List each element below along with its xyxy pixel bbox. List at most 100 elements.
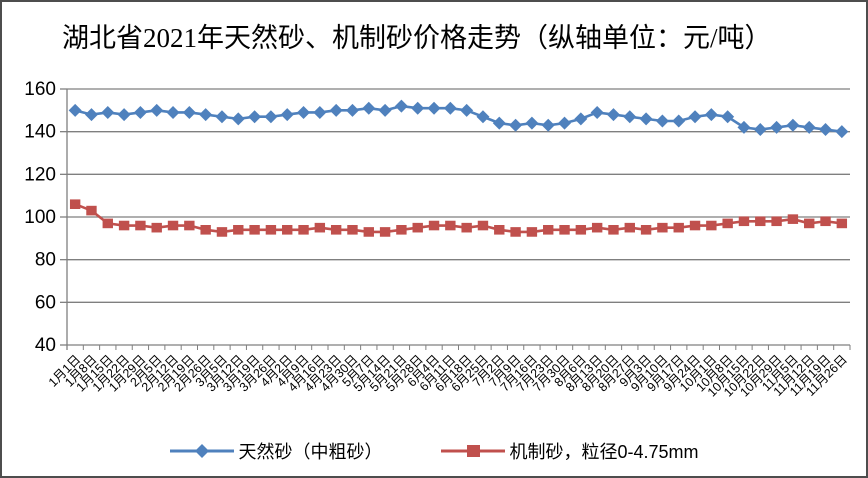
square-marker bbox=[428, 220, 440, 231]
diamond-marker bbox=[297, 105, 311, 119]
y-tick-label: 120 bbox=[24, 164, 56, 185]
square-marker bbox=[510, 227, 521, 237]
square-marker bbox=[722, 218, 733, 229]
legend-item-natural-sand: 天然砂（中粗砂） bbox=[169, 438, 382, 464]
diamond-marker bbox=[182, 105, 196, 119]
diamond-marker bbox=[753, 123, 767, 137]
square-marker bbox=[135, 220, 146, 231]
y-tick-label: 160 bbox=[24, 79, 56, 100]
diamond-marker bbox=[672, 114, 686, 128]
square-marker bbox=[151, 222, 162, 233]
diamond-marker bbox=[721, 110, 735, 124]
y-tick-label: 140 bbox=[24, 122, 56, 143]
diamond-marker bbox=[133, 105, 147, 119]
y-tick-label: 40 bbox=[35, 335, 56, 356]
square-marker bbox=[216, 227, 228, 237]
diamond-marker bbox=[411, 101, 425, 115]
diamond-marker bbox=[606, 108, 620, 122]
diamond-marker-icon bbox=[170, 444, 235, 458]
square-marker bbox=[282, 225, 293, 235]
square-marker bbox=[363, 227, 374, 237]
square-marker bbox=[771, 216, 782, 227]
square-marker bbox=[118, 220, 130, 231]
diamond-marker bbox=[525, 116, 539, 130]
square-marker bbox=[608, 225, 619, 235]
diamond-marker bbox=[378, 103, 392, 117]
diamond-marker bbox=[150, 103, 164, 117]
square-marker bbox=[689, 220, 701, 231]
diamond-marker bbox=[280, 108, 294, 122]
square-marker bbox=[233, 225, 244, 235]
square-marker bbox=[69, 199, 81, 209]
diamond-marker bbox=[835, 125, 849, 139]
square-marker bbox=[543, 225, 554, 235]
square-marker bbox=[640, 225, 652, 235]
diamond-marker bbox=[492, 116, 506, 130]
diamond-marker bbox=[819, 123, 833, 137]
square-marker bbox=[249, 225, 260, 235]
y-tick-label: 60 bbox=[35, 292, 56, 313]
diamond-marker bbox=[574, 112, 588, 126]
square-marker bbox=[755, 216, 766, 227]
square-marker bbox=[820, 216, 831, 227]
y-tick-label: 100 bbox=[24, 207, 56, 228]
square-marker bbox=[738, 216, 750, 227]
diamond-marker bbox=[737, 120, 751, 134]
diamond-marker bbox=[345, 103, 359, 117]
square-marker bbox=[86, 205, 97, 216]
square-marker bbox=[575, 225, 587, 235]
diamond-marker bbox=[362, 101, 376, 115]
square-marker bbox=[396, 225, 407, 235]
square-marker bbox=[706, 220, 717, 231]
chart-legend: 天然砂（中粗砂） 机制砂，粒径0-4.75mm bbox=[2, 438, 866, 464]
square-marker-icon bbox=[441, 445, 506, 457]
legend-item-machine-sand: 机制砂，粒径0-4.75mm bbox=[440, 438, 699, 464]
diamond-marker bbox=[248, 110, 262, 124]
diamond-marker bbox=[558, 116, 572, 130]
diamond-marker bbox=[460, 103, 474, 117]
square-marker bbox=[591, 222, 603, 233]
diamond-marker bbox=[443, 101, 457, 115]
square-marker bbox=[184, 220, 195, 231]
square-marker bbox=[200, 225, 211, 235]
diamond-marker bbox=[117, 108, 131, 122]
diamond-marker bbox=[802, 120, 816, 134]
square-marker bbox=[102, 218, 113, 229]
diamond-marker bbox=[590, 105, 604, 119]
square-marker bbox=[445, 220, 456, 231]
square-marker bbox=[412, 222, 423, 233]
square-marker bbox=[787, 214, 799, 224]
diamond-marker bbox=[101, 105, 115, 119]
diamond-marker bbox=[786, 118, 800, 132]
diamond-marker bbox=[770, 120, 784, 134]
diamond-marker bbox=[68, 103, 82, 117]
square-marker bbox=[673, 222, 684, 233]
diamond-marker bbox=[541, 118, 555, 132]
diamond-marker bbox=[199, 108, 213, 122]
square-marker bbox=[657, 222, 668, 233]
diamond-marker bbox=[231, 112, 245, 126]
square-marker bbox=[461, 222, 472, 233]
square-marker bbox=[494, 225, 505, 235]
diamond-marker bbox=[166, 105, 180, 119]
diamond-marker bbox=[427, 101, 441, 115]
chart-title: 湖北省2021年天然砂、机制砂价格走势（纵轴单位：元/吨） bbox=[62, 23, 772, 53]
diamond-marker bbox=[688, 110, 702, 124]
square-marker bbox=[265, 225, 277, 235]
square-marker bbox=[314, 222, 326, 233]
square-marker bbox=[836, 218, 848, 229]
diamond-marker bbox=[329, 103, 343, 117]
square-marker bbox=[559, 225, 570, 235]
square-marker bbox=[379, 227, 391, 237]
diamond-marker bbox=[623, 110, 637, 124]
diamond-marker bbox=[639, 112, 653, 126]
square-marker bbox=[624, 222, 635, 233]
square-marker bbox=[298, 225, 309, 235]
square-marker bbox=[804, 218, 815, 229]
diamond-marker bbox=[313, 105, 327, 119]
y-tick-label: 80 bbox=[35, 250, 56, 271]
square-marker bbox=[167, 220, 179, 231]
diamond-marker bbox=[655, 114, 669, 128]
diamond-marker bbox=[84, 108, 98, 122]
